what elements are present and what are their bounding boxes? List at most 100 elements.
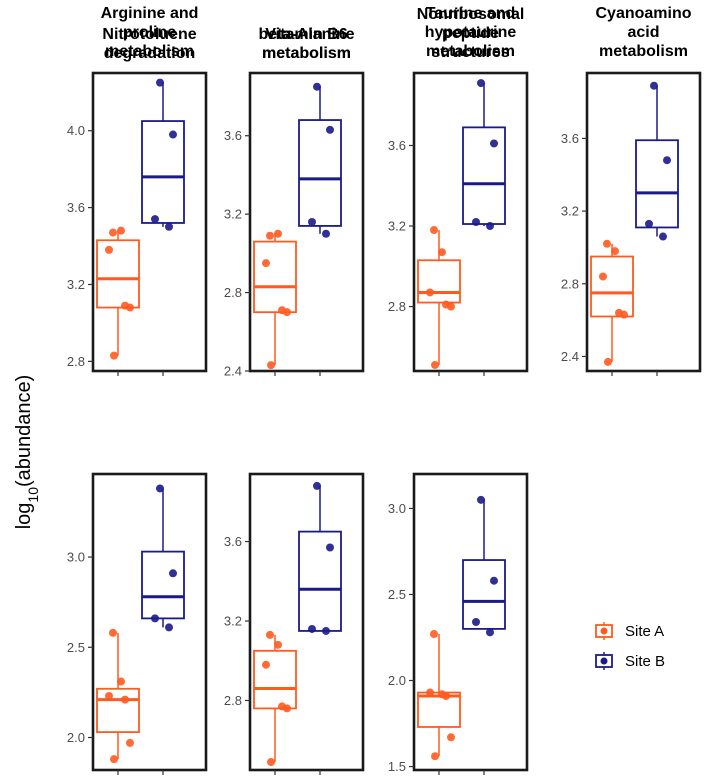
panel-5-group-2-point-4 (156, 484, 164, 493)
panel-7-group-1-point-6 (430, 630, 438, 639)
panel-5-group-1-point-3 (121, 695, 129, 704)
panel-7-title-line-3: structures (431, 44, 509, 61)
panel-6-group-2-point-4 (313, 481, 321, 490)
panel-3-group-2-point-2 (472, 218, 480, 226)
panel-3-group-1-point-4 (426, 288, 434, 297)
panel-1-group-2-point-2 (151, 215, 159, 224)
panel-5-group-1-point-2 (126, 738, 134, 747)
legend-label-site-b: Site B (625, 653, 665, 670)
panel-5-title-line-1: Nitrotoluene (102, 26, 196, 43)
panel-1-ytick-label-2: 3.2 (67, 277, 85, 292)
panel-4-group-1-box (590, 255, 634, 318)
panel-6-title-line-1: Vitamin B6 (265, 26, 348, 43)
panel-1-title-line-1: Arginine and (101, 5, 199, 22)
panel-4-group-1-point-6 (603, 239, 611, 248)
panel-5-group-1-point-6 (109, 628, 117, 637)
panel-1-ytick-label-1: 2.8 (67, 354, 85, 369)
panel-1-group-1-point-5 (117, 226, 125, 235)
panel-1-group-2-point-4 (156, 78, 164, 87)
panel-7-group-1-point-5 (438, 690, 446, 699)
panel-6-ytick-label-1: 2.8 (224, 693, 242, 708)
panel-4-group-2-point-3 (663, 156, 671, 165)
panel-2-ytick-label-2: 2.8 (224, 285, 242, 300)
panel-1-title-line-3: metabolism (105, 43, 194, 60)
panel-2-title-line-1: beta-Alanine (258, 26, 354, 43)
panel-2-title-line-2: metabolism (262, 45, 351, 62)
panel-1-title-line-2: proline (123, 24, 176, 41)
panel-3-group-1-point-5 (438, 248, 446, 257)
panels: Arginine and proline metabolism 2.8 3.2 3.6 4.… (67, 5, 702, 775)
legend: Site A Site B (595, 622, 665, 670)
panel-6-ytick-label-3: 3.6 (224, 534, 242, 549)
panel-3-ytick-label-1: 2.8 (388, 299, 406, 314)
panel-3: Taurine and hypotaurine metabolism 2.8 3.2 3.… (388, 5, 529, 376)
panel-4-group-2-point-2 (645, 219, 653, 228)
panel-2-group-2-point-3 (326, 125, 334, 134)
panel-2-group-2-box (298, 119, 342, 227)
panel-6-group-2-point-2 (308, 624, 316, 633)
panel-3-group-1-box (417, 259, 461, 304)
panel-1-group-1-point-6 (109, 228, 117, 237)
panel-3-title-line-1: Taurine and (426, 5, 516, 22)
panel-6-group-1-point-5 (274, 640, 282, 649)
panel-3-frame (412, 71, 529, 373)
panel-3-group-2-point-1 (486, 222, 494, 231)
panel-2-group-1-point-3 (278, 306, 286, 315)
panel-3-group-2-point-3 (490, 139, 498, 148)
panel-7-group-2-point-4 (477, 495, 485, 504)
panel-5-group-1-point-4 (105, 692, 113, 700)
panel-7-ytick-label-4: 3.0 (388, 501, 406, 516)
panel-5-ytick-label-3: 3.0 (67, 550, 85, 565)
panel-1-group-1-point-3 (121, 301, 129, 310)
panel-4-group-1-point-3 (615, 308, 623, 317)
panel-6-group-2-point-1 (322, 626, 330, 635)
panel-7-group-2-box (462, 559, 506, 630)
legend-label-site-a: Site A (625, 623, 664, 640)
panel-7-title-line-1: Nonribosomal (417, 6, 525, 23)
panel-5-group-1-point-5 (117, 677, 125, 686)
panel-2-group-1-point-4 (262, 259, 270, 268)
y-axis-label: log10(abundance) (13, 375, 41, 530)
panel-4-frame (585, 71, 702, 373)
panel-6-group-2-point-3 (326, 543, 334, 552)
panel-7-ytick-label-1: 1.5 (388, 759, 406, 774)
panel-2-ytick-label-3: 3.2 (224, 207, 242, 222)
panel-7-title-line-2: peptide (442, 25, 499, 42)
panel-3-group-1-point-1 (431, 360, 439, 369)
panel-4-ytick-label-3: 3.2 (561, 204, 579, 219)
panel-4-group-1-point-1 (604, 357, 612, 366)
panel-4-ytick-label-4: 3.6 (561, 131, 579, 146)
legend-key-site-b-dot (600, 657, 608, 665)
panel-5-frame (91, 472, 208, 772)
panel-2-group-2-point-2 (308, 218, 316, 226)
panel-7-group-1-point-1 (431, 752, 439, 761)
panel-2-ytick-label-1: 2.4 (224, 364, 242, 379)
panel-5-group-1-point-1 (110, 755, 118, 764)
panel-1-ytick-label-4: 4.0 (67, 123, 85, 138)
panel-4-title-line-3: metabolism (599, 43, 688, 60)
panel-3-group-2-box (462, 126, 506, 225)
panel-4-ytick-label-2: 2.8 (561, 276, 579, 291)
panel-2-group-1-point-6 (266, 231, 274, 240)
panel-3-group-1-point-3 (442, 300, 450, 309)
panel-2-group-2-point-1 (322, 229, 330, 238)
panel-7-group-1-box (417, 691, 461, 728)
panel-6-group-1-point-6 (266, 630, 274, 639)
panel-5-group-2-box (141, 550, 185, 620)
panel-2: beta-Alanine metabolism 2.4 2.8 3.2 3.6 (224, 26, 365, 379)
panel-4-group-2-point-1 (659, 232, 667, 241)
panel-6-frame (248, 472, 365, 772)
panel-1-group-1-point-1 (110, 351, 118, 360)
panel-2-frame (248, 71, 365, 373)
panel-4-group-1-point-4 (599, 272, 607, 281)
panel-6-group-1-point-3 (278, 702, 286, 711)
panel-5: Nitrotoluene degradation 2.0 2.5 3.0 (67, 26, 208, 775)
panel-3-title-line-2: hypotaurine (425, 24, 517, 41)
panel-1-group-1-point-4 (105, 245, 113, 254)
legend-item-site-b: Site B (595, 652, 665, 670)
panel-7: Nonribosomal peptide structures 1.5 2.0 2.5 3.… (388, 6, 529, 775)
panel-3-group-2-point-4 (477, 79, 485, 88)
panel-1-ytick-label-3: 3.6 (67, 200, 85, 215)
panel-2-group-2-point-4 (313, 82, 321, 91)
panel-6-ytick-label-2: 3.2 (224, 614, 242, 629)
